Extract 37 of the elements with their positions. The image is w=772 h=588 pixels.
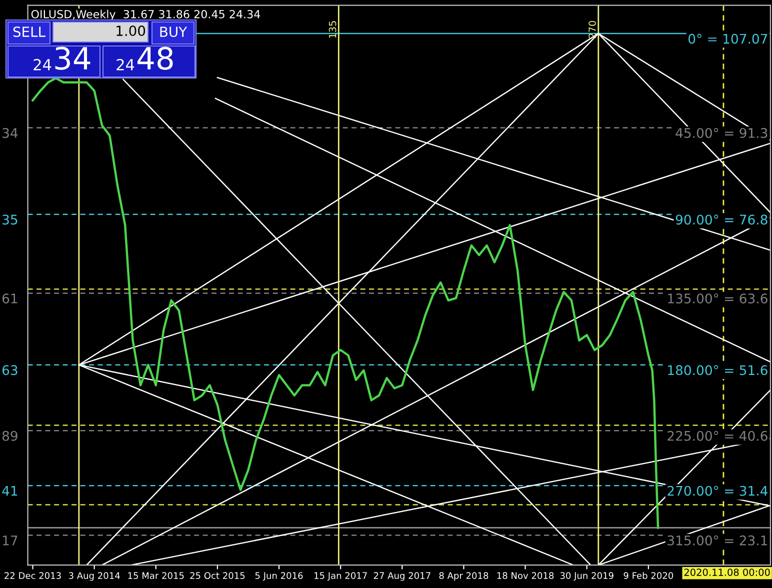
ref-line-label: 225.00° = 40.6: [668, 430, 768, 441]
ref-line-label: 2020.11.08 00:00: [684, 568, 770, 576]
ref-line-label: 90.00° = 76.8: [676, 214, 768, 225]
ref-line-label: 135: [328, 21, 336, 38]
annotation: 48: [137, 46, 173, 70]
x-tick-label: 30 Jun 2019: [560, 572, 614, 581]
x-tick-label: 8 Apr 2018: [439, 572, 488, 581]
x-tick-label: 3 Aug 2014: [68, 572, 120, 581]
ref-line-label: 270.00° = 31.4: [668, 486, 768, 496]
ref-line-label: 0° = 107.07: [688, 34, 768, 44]
x-tick-label: 15 Jan 2017: [314, 572, 367, 581]
ref-line-label: 45.00° = 91.3: [676, 128, 768, 138]
x-tick-label: 27 Aug 2017: [374, 572, 430, 581]
text: 41: [2, 486, 18, 496]
ref-line-label: 180.00° = 51.6: [668, 365, 768, 376]
text: 63: [2, 365, 18, 376]
x-tick-label: 9 Feb 2020: [624, 572, 674, 579]
chart-title: OILUSD,Weekly 31.67 31.86 20.45 24.34: [31, 10, 260, 21]
text: 89: [2, 430, 18, 441]
ref-line-label: 270: [588, 20, 596, 38]
annotation: 1.00: [116, 26, 146, 36]
text: 35: [2, 214, 18, 225]
annotation: 24: [34, 58, 52, 70]
x-tick-label: 18 Nov 2018: [497, 572, 554, 579]
annotation: BUY: [160, 26, 188, 38]
x-tick-label: 22 Dec 2013: [4, 572, 61, 579]
annotation: 34: [55, 46, 90, 70]
annotation: SELL: [13, 26, 46, 38]
ref-line-label: 315.00° = 23.1: [668, 535, 768, 546]
text: 17: [2, 536, 18, 546]
x-tick-label: 15 Mar 2015: [128, 572, 184, 579]
ref-line-label: 135.00° = 63.6: [668, 293, 768, 304]
annotation: 24: [116, 58, 134, 70]
text: 34: [2, 128, 18, 138]
x-tick-label: 25 Oct 2015: [190, 572, 245, 579]
x-tick-label: 5 Jun 2016: [255, 572, 303, 581]
text: 61: [2, 293, 18, 304]
